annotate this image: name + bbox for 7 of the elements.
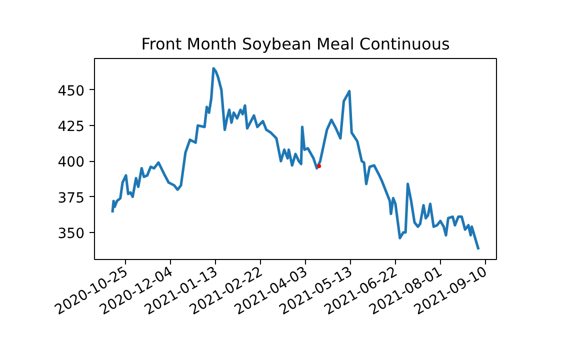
y-tick-label: 350 <box>58 226 85 242</box>
y-tick-label: 375 <box>58 190 85 206</box>
y-tick-label: 400 <box>58 154 85 171</box>
line-series <box>111 67 480 251</box>
y-tick-label: 425 <box>58 119 85 135</box>
chart-title: Front Month Soybean Meal Continuous <box>141 34 450 54</box>
y-tick-label: 450 <box>58 83 85 100</box>
